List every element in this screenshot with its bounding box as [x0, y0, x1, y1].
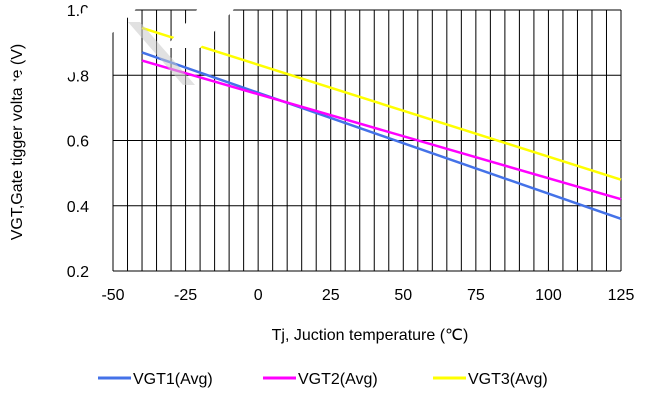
legend-label: VGT2(Avg): [298, 371, 378, 388]
x-axis-title: Tj, Juction temperature (℃): [272, 327, 469, 344]
series-lines: [141, 26, 622, 220]
watermark-streak: [0, 258, 40, 318]
watermark-streak: [128, 22, 195, 85]
x-tick-label: 50: [394, 287, 412, 304]
legend-label: VGT3(Avg): [468, 371, 548, 388]
x-tick-label: 125: [608, 287, 635, 304]
series-line: [141, 26, 622, 181]
legend-label: VGT1(Avg): [133, 371, 213, 388]
x-tick-label: 25: [322, 287, 340, 304]
x-tick-label: 0: [254, 287, 263, 304]
grid: [112, 9, 622, 272]
x-tick-label: -50: [101, 287, 124, 304]
x-tick-label: 100: [535, 287, 562, 304]
x-tick-label: 75: [467, 287, 485, 304]
legend: VGT1(Avg) VGT2(Avg) VGT3(Avg): [98, 371, 548, 388]
y-tick-label: 0.2: [67, 264, 89, 281]
y-axis-title: VGT,Gate tigger voltage (V): [9, 44, 26, 241]
x-tick-label: -25: [174, 287, 197, 304]
watermark-streak: [8, 0, 145, 88]
y-tick-label: 0.4: [67, 199, 89, 216]
series-line: [141, 51, 622, 220]
series-line: [141, 59, 622, 201]
watermark-streak: [165, 0, 242, 48]
y-tick-label: 0.6: [67, 134, 89, 151]
